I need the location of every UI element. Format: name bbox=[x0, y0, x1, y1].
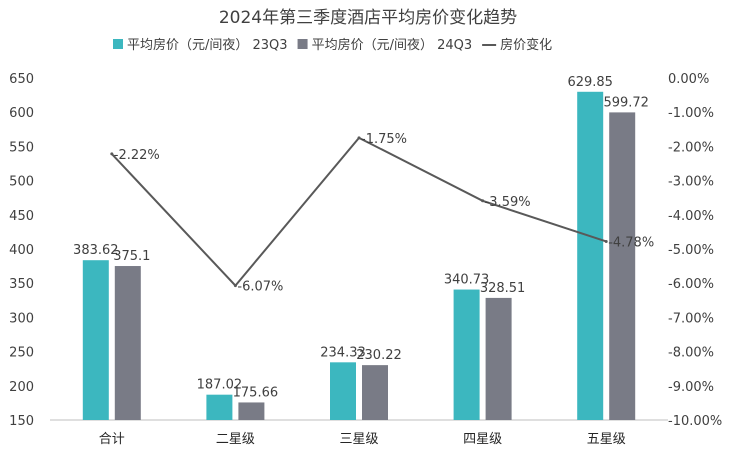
left-tick-label: 300 bbox=[9, 311, 34, 326]
bar-24q3 bbox=[362, 365, 388, 420]
left-tick-label: 600 bbox=[9, 106, 34, 121]
bar-23q3-label: 383.62 bbox=[73, 243, 119, 258]
bar-24q3 bbox=[114, 266, 141, 420]
left-tick-label: 200 bbox=[9, 380, 34, 395]
price-change-point bbox=[233, 284, 237, 288]
bar-24q3-label: 375.1 bbox=[113, 249, 150, 264]
bar-23q3 bbox=[206, 394, 233, 420]
category-label: 合计 bbox=[99, 432, 125, 447]
left-y-axis: 150 200 250 300 350 400 450 500 550 600 650 bbox=[9, 72, 34, 429]
right-tick-label: -4.00% bbox=[668, 209, 714, 224]
bar-24q3-label: 230.22 bbox=[356, 348, 402, 363]
bar-23q3 bbox=[577, 91, 604, 421]
price-change-label: -6.07% bbox=[237, 280, 283, 295]
price-change-label: -4.78% bbox=[608, 235, 654, 250]
legend: 平均房价（元/间夜） 23Q3 平均房价（元/间夜） 24Q3 房价变化 bbox=[113, 37, 552, 53]
price-change-point bbox=[357, 136, 361, 140]
right-tick-label: -10.00% bbox=[668, 414, 722, 429]
price-change-label: -3.59% bbox=[485, 195, 531, 210]
bar-23q3-label: 187.02 bbox=[197, 378, 243, 393]
legend-bar-swatch bbox=[297, 39, 308, 49]
price-change-point bbox=[481, 199, 485, 203]
right-tick-label: -9.00% bbox=[668, 380, 714, 395]
left-tick-label: 250 bbox=[9, 346, 34, 361]
left-tick-label: 650 bbox=[9, 72, 34, 87]
price-change-line bbox=[111, 136, 607, 288]
bar-24q3 bbox=[609, 112, 636, 421]
bar-23q3-label: 340.73 bbox=[444, 273, 490, 288]
price-change-point bbox=[604, 239, 608, 243]
left-tick-label: 450 bbox=[9, 209, 34, 224]
bar-23q3 bbox=[453, 289, 480, 420]
bar-23q3 bbox=[330, 362, 356, 420]
bar-23q3-label: 629.85 bbox=[567, 75, 613, 90]
line-series: -2.22% -6.07% -1.75% -3.59% -4.78% bbox=[110, 132, 654, 295]
right-tick-label: -3.00% bbox=[668, 175, 714, 190]
bar-23q3-label: 234.33 bbox=[320, 345, 366, 360]
legend-label: 平均房价（元/间夜） 23Q3 bbox=[127, 37, 288, 53]
category-label: 二星级 bbox=[216, 432, 255, 447]
right-y-axis: 0.00% -1.00% -2.00% -3.00% -4.00% -5.00% -6.00… bbox=[668, 72, 722, 429]
bar-23q3 bbox=[82, 260, 109, 420]
right-tick-label: -5.00% bbox=[668, 243, 714, 258]
chart-title: 2024年第三季度酒店平均房价变化趋势 bbox=[219, 8, 517, 28]
category-labels: 合计 二星级 三星级 四星级 五星级 bbox=[99, 432, 626, 447]
left-tick-label: 500 bbox=[9, 175, 34, 190]
right-tick-label: -8.00% bbox=[668, 346, 714, 361]
bar-24q3 bbox=[238, 402, 265, 420]
category-label: 五星级 bbox=[587, 432, 626, 447]
right-tick-label: 0.00% bbox=[668, 72, 709, 87]
category-label: 四星级 bbox=[463, 432, 502, 447]
right-tick-label: -7.00% bbox=[668, 311, 714, 326]
legend-label: 房价变化 bbox=[500, 37, 552, 53]
right-tick-label: -6.00% bbox=[668, 277, 714, 292]
left-tick-label: 150 bbox=[9, 414, 34, 429]
right-tick-label: -2.00% bbox=[668, 140, 714, 155]
price-change-label: -2.22% bbox=[114, 148, 160, 163]
bar-24q3 bbox=[485, 297, 512, 420]
right-tick-label: -1.00% bbox=[668, 106, 714, 121]
bar-24q3-label: 328.51 bbox=[480, 281, 526, 296]
price-change-label: -1.75% bbox=[361, 132, 407, 147]
category-label: 三星级 bbox=[339, 432, 378, 447]
legend-bar-swatch bbox=[113, 39, 123, 49]
bar-24q3-label: 175.66 bbox=[233, 385, 279, 400]
left-tick-label: 400 bbox=[9, 243, 34, 258]
bar-24q3-label: 599.72 bbox=[603, 95, 649, 110]
legend-label: 平均房价（元/间夜） 24Q3 bbox=[312, 37, 473, 53]
left-tick-label: 550 bbox=[9, 140, 34, 155]
price-change-point bbox=[110, 152, 114, 156]
left-tick-label: 350 bbox=[9, 277, 34, 292]
